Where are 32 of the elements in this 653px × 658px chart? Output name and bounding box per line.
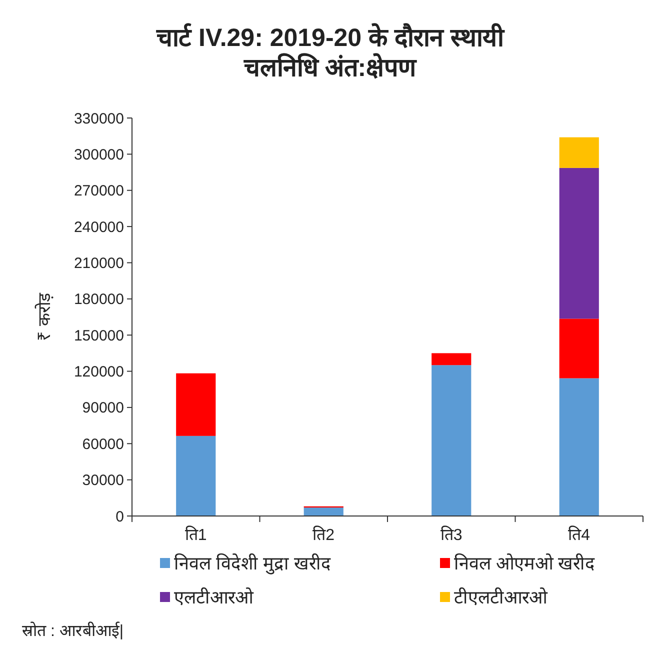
bar xyxy=(304,508,344,516)
bar xyxy=(176,373,216,436)
y-tick-label: 330000 xyxy=(74,110,124,128)
text: स्रोत : आरबीआई| xyxy=(22,621,124,640)
y-tick-label: 120000 xyxy=(74,364,124,381)
y-tick-label: 30000 xyxy=(82,472,124,490)
bar xyxy=(559,318,599,378)
y-tick-label: 180000 xyxy=(74,291,124,308)
y-tick-label: 90000 xyxy=(82,400,124,417)
y-tick-label: 240000 xyxy=(74,218,124,236)
y-axis-title: ₹ करोड़ xyxy=(34,292,54,341)
bar xyxy=(176,436,216,516)
x-tick-label: ति2 xyxy=(312,525,335,544)
x-tick-label: ति3 xyxy=(440,525,462,544)
legend-label: निवल विदेशी मुद्रा खरीद xyxy=(174,552,332,574)
y-tick-label: 0 xyxy=(116,508,124,526)
y-tick-label: 150000 xyxy=(74,327,124,344)
bar xyxy=(559,168,599,319)
x-tick-label: ति1 xyxy=(184,525,207,544)
y-tick-label: 270000 xyxy=(74,182,124,200)
chart-title: चार्ट IV.29: 2019-20 के दौरान स्थायी चलनिधि अंत:क्षेपण xyxy=(156,23,506,82)
legend-label: निवल ओएमओ खरीद xyxy=(454,552,596,574)
bar xyxy=(432,353,472,366)
y-tick-label: 210000 xyxy=(74,254,124,272)
x-tick-label: ति4 xyxy=(568,525,590,544)
y-tick-label: 300000 xyxy=(74,146,124,164)
y-tick-label: 60000 xyxy=(82,436,124,453)
bar xyxy=(559,137,599,168)
legend-label: टीएलटीआरओ xyxy=(454,586,548,608)
bar xyxy=(559,378,599,516)
bar xyxy=(432,365,472,516)
legend-label: एलटीआरओ xyxy=(174,586,254,608)
